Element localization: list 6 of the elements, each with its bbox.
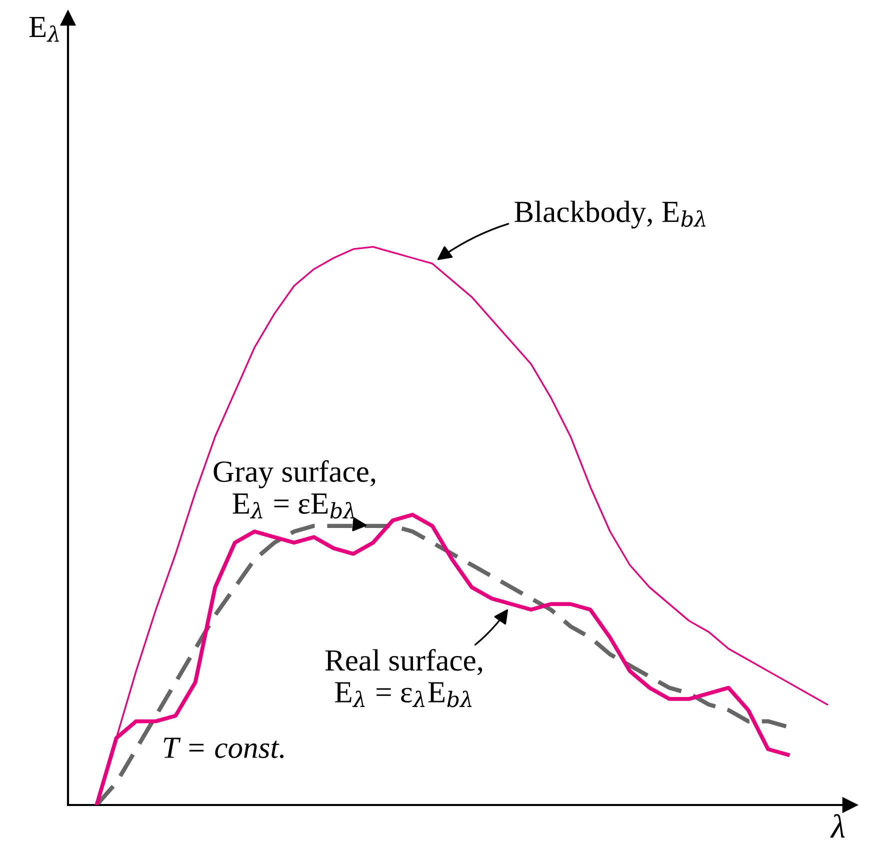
text: E$_{λ}$ <box>29 16 59 42</box>
series-label: Real surface, E$_{λ}$ = ε$_{λ}$E$_{bλ}$ <box>325 648 482 708</box>
annotation: T = const. <box>164 738 284 758</box>
series-label: Gray surface, E$_{λ}$ = εE$_{bλ}$ <box>214 460 376 519</box>
x-axis-title: λ <box>830 814 845 838</box>
text: Blackbody, E$_{bλ}$ <box>514 200 706 228</box>
